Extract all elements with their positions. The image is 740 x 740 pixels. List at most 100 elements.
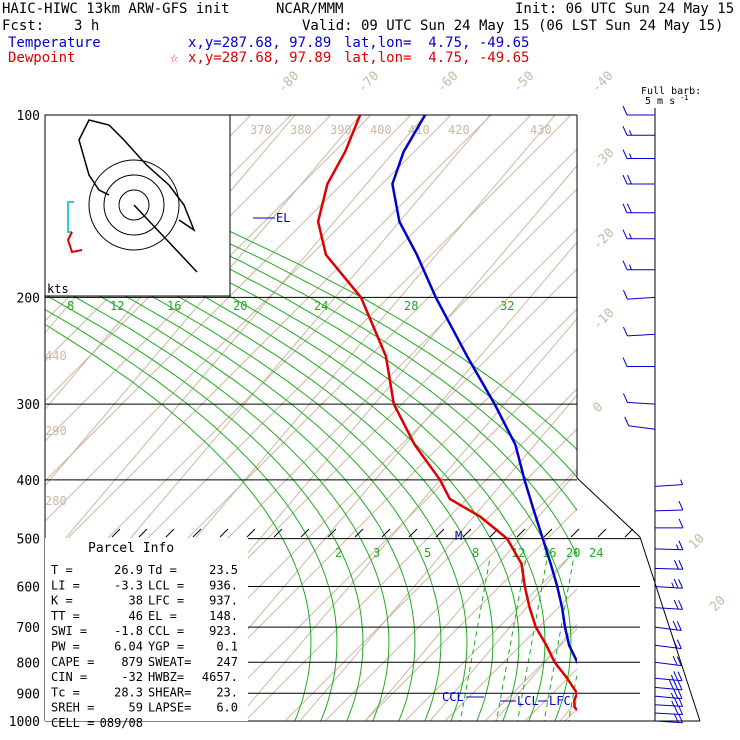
hatch-mark: [327, 528, 337, 538]
moist-adiabat-line: [45, 163, 577, 478]
parcel-key: SREH =: [51, 701, 94, 715]
hatch-mark: [273, 528, 283, 538]
hodograph-ring: [88, 159, 180, 251]
hatch-mark: [246, 528, 256, 538]
parcel-key: YGP =: [148, 640, 184, 654]
dry-adiabat-line: [164, 308, 577, 721]
wind-barb-flag: [622, 289, 628, 300]
parcel-value: 6.0: [216, 701, 238, 715]
theta-e-label: 24: [314, 299, 328, 313]
hodograph-ring: [103, 174, 165, 236]
parcel-value: 937.: [209, 594, 238, 608]
parcel-value: 148.: [209, 609, 238, 623]
wind-barb: [654, 620, 682, 631]
parcel-value: 247: [216, 655, 238, 669]
wind-barb-shaft: [654, 695, 683, 700]
hodograph: kts: [44, 114, 231, 297]
forecast-hour: 3 h: [74, 18, 100, 34]
barb-key-title: Full barb:: [641, 86, 701, 97]
wind-barb-flag: [622, 229, 628, 239]
hatch-mark: [570, 528, 580, 538]
dry-adiabat-line: [524, 668, 577, 721]
wind-barb-half-flag: [675, 544, 679, 550]
mixing-ratio-line: [602, 559, 634, 734]
wind-barb: [654, 559, 684, 570]
wind-barb: [654, 705, 684, 716]
wind-barb-flag: [673, 599, 679, 610]
wind-barb-flag: [678, 560, 684, 570]
parcel-value: -3.3: [114, 578, 143, 592]
parcel-key: CELL =: [51, 716, 94, 730]
parcel-key: SHEAR=: [148, 685, 191, 699]
wind-barb-flag: [672, 655, 678, 666]
moist-adiabat-line: [45, 294, 364, 721]
mixing-ratio-line: [495, 558, 527, 721]
parcel-value: 26.9: [114, 563, 143, 577]
wind-barb: [622, 289, 656, 300]
wind-barb-flag: [677, 671, 683, 681]
moist-adiabat-line: [45, 309, 338, 721]
wind-barb-flag: [622, 393, 628, 403]
wind-barb-shaft: [654, 484, 683, 487]
mixing-ratio-line: [517, 558, 548, 721]
model-title: HAIC-HIWC 13km ARW-GFS init: [2, 1, 230, 17]
wind-barb: [654, 638, 682, 650]
dry-adiabat-line: [404, 548, 577, 721]
mixing-ratio-line: [459, 558, 491, 721]
wind-barb: [654, 671, 683, 682]
wind-barb: [654, 500, 684, 512]
wind-barb: [622, 105, 655, 116]
dry-adiabat-line: [324, 468, 577, 721]
mixing-ratio-label: 2: [335, 546, 342, 560]
hatch-mark: [354, 528, 364, 538]
wind-barb-flag: [678, 713, 684, 723]
hodograph-ring: [118, 189, 150, 221]
dewpoint-line: [316, 115, 577, 712]
wind-barb-flag: [678, 540, 684, 550]
parcel-info-box: Parcel Info T = 26.9 Td = 23.5 LI = -3.3 LCL = 9…: [45, 538, 248, 730]
wind-barb-half-flag: [680, 479, 684, 485]
theta-e-label: 8: [67, 299, 74, 313]
wind-barb: [622, 393, 656, 405]
isotherm-label: -80: [275, 69, 302, 96]
wind-barb: [655, 518, 684, 529]
wind-barb-flag: [673, 713, 679, 723]
temperature-legend-label: Temperature: [8, 35, 101, 51]
wind-barb: [622, 174, 655, 185]
wind-barb: [622, 203, 655, 214]
barb-key-exponent: -1: [680, 94, 688, 102]
parcel-value: 936.: [209, 578, 238, 592]
pressure-tick-label: 900: [17, 687, 40, 702]
isotherm-line: [614, 115, 740, 734]
wind-barb: [622, 149, 655, 160]
wind-barb-flag: [676, 639, 682, 649]
temperature-coords: x,y=287.68, 97.89: [188, 35, 332, 51]
organization-label: NCAR/MMM: [276, 1, 344, 17]
dry-adiabat-line: [45, 115, 452, 522]
isotherm-line: [0, 115, 35, 734]
wind-barb-half-flag: [629, 130, 632, 136]
pressure-tick-label: 500: [17, 533, 40, 548]
theta-label: 370: [250, 123, 272, 137]
pressure-tick-label: 300: [17, 398, 40, 413]
right-axis-step: [576, 477, 641, 538]
dry-adiabat-line: [444, 588, 577, 721]
wind-barb-half-flag: [629, 233, 632, 239]
wind-barb: [654, 679, 683, 691]
wind-barbs: [622, 105, 684, 724]
parcel-value: 0.1: [216, 640, 238, 654]
wind-barb: [622, 326, 656, 337]
wind-barb: [654, 540, 684, 551]
hatch-mark: [111, 528, 121, 538]
isotherm-label: 0: [590, 400, 606, 416]
dry-adiabat-line: [244, 388, 577, 721]
wind-barb-flag: [627, 174, 632, 185]
pressure-tick-label: 400: [17, 474, 40, 489]
temperature-line: [391, 115, 577, 665]
parcel-value: -1.8: [114, 624, 143, 638]
dry-adiabat-line: [284, 428, 577, 721]
isotherm-label: -20: [590, 226, 617, 253]
wind-barb: [654, 713, 684, 724]
